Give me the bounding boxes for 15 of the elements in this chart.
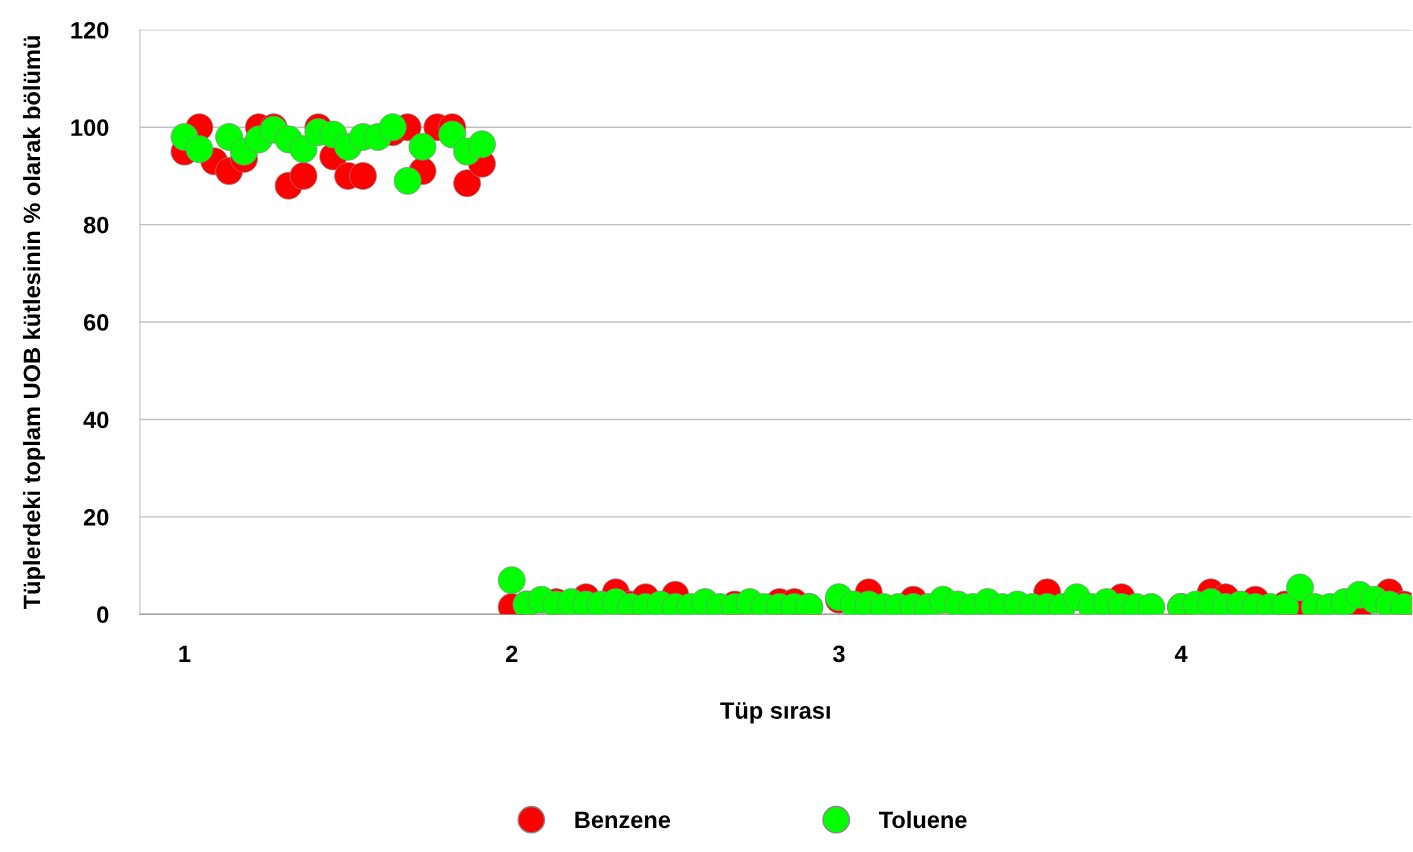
y-tick-label: 60 <box>83 314 109 331</box>
legend-label: Benzene <box>575 811 671 829</box>
y-tick-label: 20 <box>83 508 109 526</box>
x-tick-label: 4 <box>1174 645 1188 662</box>
x-tick-label: 1 <box>179 645 191 662</box>
y-tick-label: 120 <box>71 21 109 39</box>
y-axis-title: Tüplerdeki toplam UOB kütlesinin % olarak bölümü <box>22 36 45 610</box>
legend-label: Toluene <box>878 810 967 829</box>
y-tick-label: 80 <box>83 216 109 234</box>
y-tick-label: 40 <box>83 411 109 429</box>
y-tick-label: 100 <box>71 119 109 137</box>
x-axis-title: Tüp sırası <box>720 702 830 724</box>
y-tick-label: 0 <box>97 606 109 624</box>
x-tick-label: 3 <box>832 645 845 663</box>
x-tick-label: 2 <box>505 645 518 662</box>
